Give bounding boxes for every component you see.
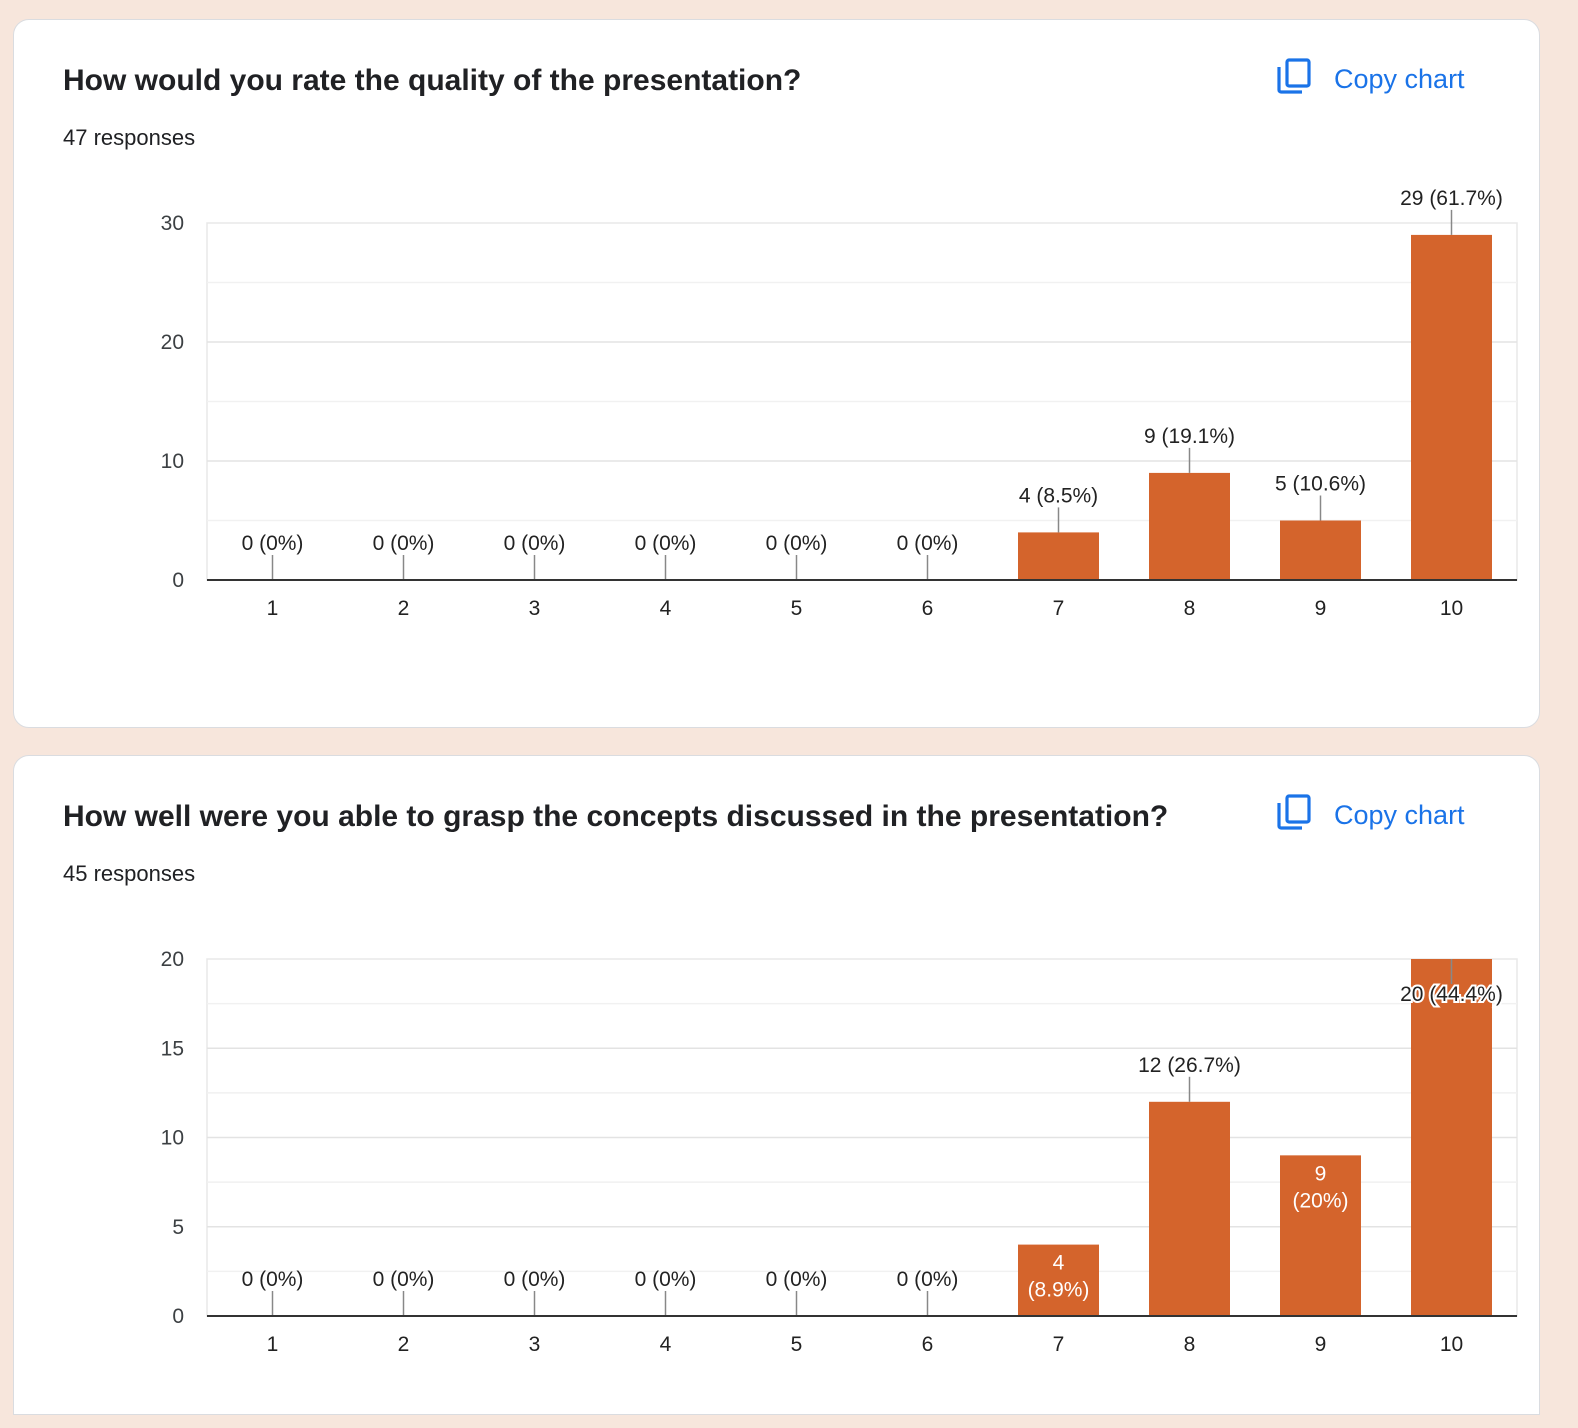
data-label: 0 (0%)	[373, 1268, 435, 1291]
data-label: 0 (0%)	[504, 1268, 566, 1291]
chart-card-quality: How would you rate the quality of the pr…	[13, 19, 1540, 728]
data-label: 0 (0%)	[766, 1268, 828, 1291]
x-tick-label: 5	[791, 1333, 803, 1356]
data-label: 5 (10.6%)	[1275, 473, 1366, 496]
question-title: How would you rate the quality of the pr…	[63, 64, 802, 97]
copy-chart-label: Copy chart	[1334, 64, 1465, 94]
bar-7	[1018, 532, 1099, 580]
data-label: 9 (19.1%)	[1144, 425, 1235, 448]
data-label: 29 (61.7%)	[1400, 187, 1503, 210]
response-count: 45 responses	[63, 861, 196, 886]
x-tick-label: 8	[1184, 597, 1196, 620]
data-label: 0 (0%)	[635, 532, 697, 555]
y-tick-label: 10	[161, 450, 184, 473]
x-tick-label: 4	[660, 1333, 672, 1356]
x-tick-label: 1	[267, 597, 279, 620]
x-tick-label: 1	[267, 1333, 279, 1356]
data-label: 12 (26.7%)	[1138, 1054, 1241, 1077]
data-label: 0 (0%)	[897, 1268, 959, 1291]
bar-chart: 0 10 20 30 0 (0%) 1 0 (0%) 2 0 (0%) 3 0 (0%) 4 0 (0%…	[161, 187, 1518, 620]
data-label: 0 (0%)	[373, 532, 435, 555]
bar-9	[1280, 1155, 1361, 1316]
y-tick-label: 5	[172, 1216, 184, 1239]
data-label: 0 (0%)	[635, 1268, 697, 1291]
data-label: (20%)	[1292, 1189, 1348, 1212]
x-tick-label: 7	[1053, 597, 1065, 620]
data-label: 4 (8.5%)	[1019, 484, 1098, 507]
x-tick-label: 5	[791, 597, 803, 620]
x-tick-label: 10	[1440, 1333, 1463, 1356]
x-tick-label: 10	[1440, 597, 1463, 620]
x-tick-label: 2	[398, 1333, 410, 1356]
y-tick-label: 20	[161, 948, 184, 971]
bar-10	[1411, 234, 1492, 580]
bar-7	[1018, 1244, 1099, 1316]
x-tick-label: 9	[1315, 1333, 1327, 1356]
data-label: 9	[1315, 1162, 1327, 1185]
copy-icon	[1274, 56, 1314, 103]
bar-9	[1280, 520, 1361, 580]
bar-10	[1411, 959, 1492, 1316]
data-label: (8.9%)	[1028, 1279, 1090, 1302]
y-tick-label: 0	[172, 569, 184, 592]
data-label: 0 (0%)	[242, 532, 304, 555]
copy-chart-label: Copy chart	[1334, 800, 1465, 830]
data-label: 0 (0%)	[897, 532, 959, 555]
data-label: 0 (0%)	[766, 532, 828, 555]
data-label: 4	[1053, 1252, 1065, 1275]
x-tick-label: 2	[398, 597, 410, 620]
y-tick-label: 15	[161, 1037, 184, 1060]
y-tick-label: 10	[161, 1127, 184, 1150]
data-label: 20 (44.4%)	[1400, 983, 1503, 1006]
data-label: 0 (0%)	[242, 1268, 304, 1291]
copy-icon	[1274, 792, 1314, 839]
x-tick-label: 3	[529, 1333, 541, 1356]
x-tick-label: 8	[1184, 1333, 1196, 1356]
response-count: 47 responses	[63, 125, 196, 150]
bar-chart: 0 5 10 15 20 0 (0%) 1 0 (0%) 2 0 (0%) 3 0 (0%) 4 0 (0…	[161, 948, 1518, 1356]
y-tick-label: 30	[161, 212, 184, 235]
y-tick-label: 20	[161, 331, 184, 354]
copy-chart-button[interactable]: Copy chart	[1274, 792, 1465, 839]
x-tick-label: 6	[922, 1333, 934, 1356]
x-tick-label: 7	[1053, 1333, 1065, 1356]
data-label: 0 (0%)	[504, 532, 566, 555]
copy-chart-button[interactable]: Copy chart	[1274, 56, 1465, 103]
x-tick-label: 3	[529, 597, 541, 620]
chart-card-concepts: How well were you able to grasp the conc…	[13, 755, 1540, 1415]
bar-8	[1149, 1101, 1230, 1316]
bar-8	[1149, 472, 1230, 580]
x-tick-label: 9	[1315, 597, 1327, 620]
question-title: How well were you able to grasp the conc…	[63, 800, 1169, 833]
y-tick-label: 0	[172, 1305, 184, 1328]
x-tick-label: 4	[660, 597, 672, 620]
x-tick-label: 6	[922, 597, 934, 620]
